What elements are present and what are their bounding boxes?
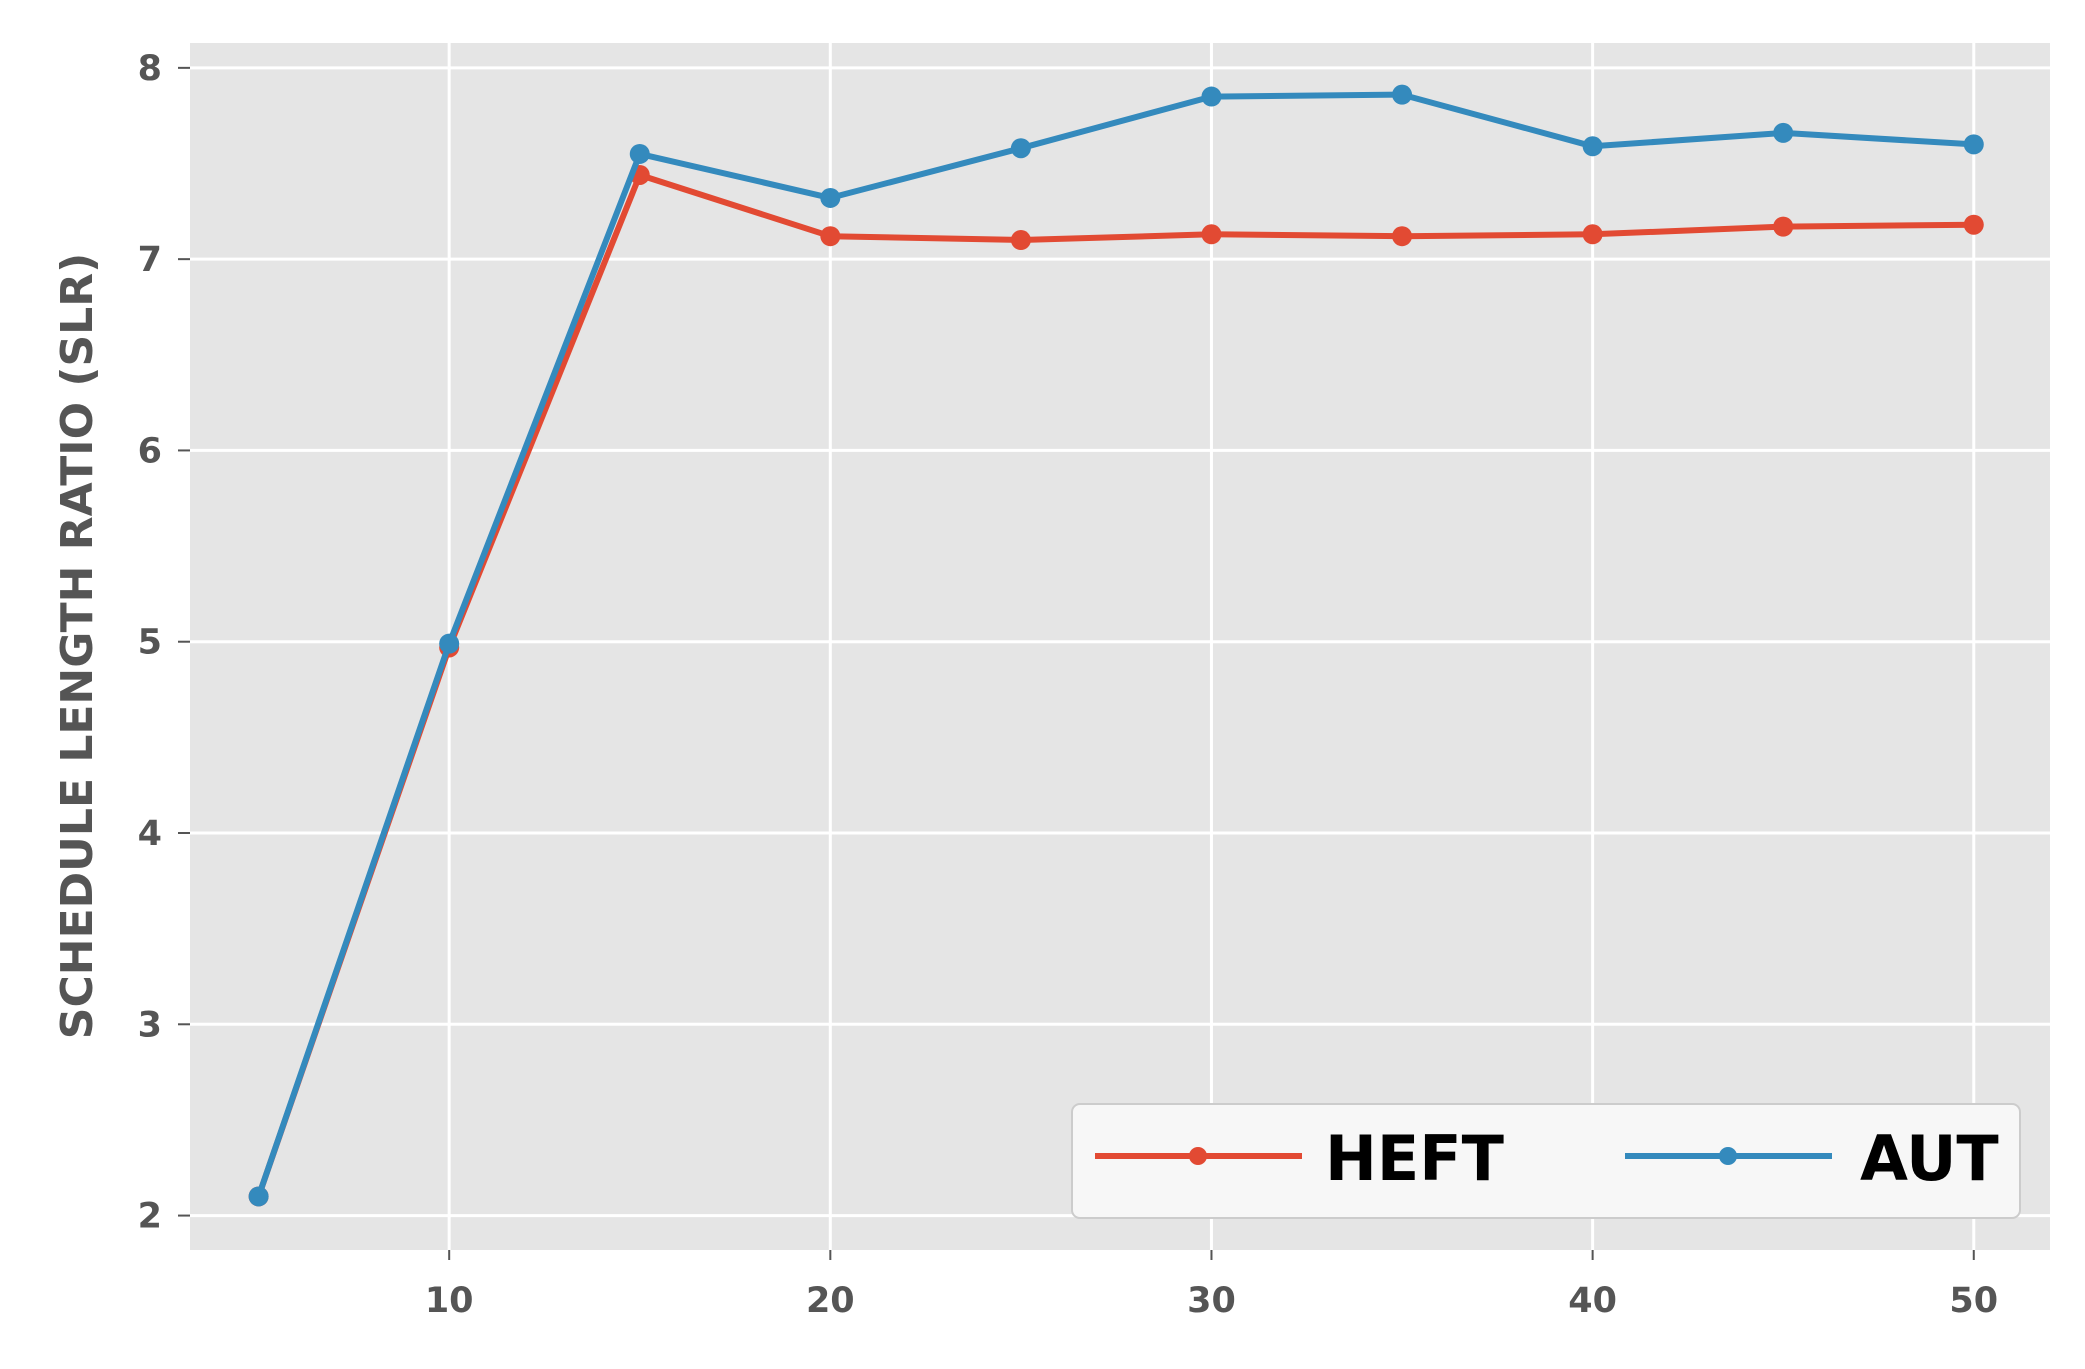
data-point-aut <box>1010 138 1031 159</box>
legend-entry-aut: AUT <box>1625 1122 1999 1195</box>
data-point-aut <box>248 1186 269 1207</box>
axis-ticks: 10 20 30 40 50 2 3 4 5 6 7 8 <box>138 49 1998 1321</box>
data-point-aut <box>1201 86 1222 107</box>
legend-marker-aut <box>1719 1147 1737 1165</box>
x-tick-label: 20 <box>806 1281 855 1321</box>
x-tick-label: 10 <box>425 1281 474 1321</box>
data-point-aut <box>1963 134 1984 155</box>
y-tick-label: 7 <box>138 240 162 280</box>
data-point-aut <box>1392 84 1413 105</box>
data-point-heft <box>1010 230 1031 251</box>
y-tick-label: 5 <box>138 623 162 663</box>
legend-label-aut: AUT <box>1860 1122 1999 1195</box>
data-point-aut <box>1773 122 1794 143</box>
data-point-heft <box>820 226 841 247</box>
data-point-heft <box>1773 216 1794 237</box>
data-point-aut <box>820 187 841 208</box>
data-point-heft <box>1201 224 1222 245</box>
series-layer <box>248 84 1984 1207</box>
y-tick-label: 4 <box>138 814 162 854</box>
legend-entry-heft: HEFT <box>1095 1122 1504 1195</box>
y-axis-label: SCHEDULE LENGTH RATIO (SLR) <box>52 253 103 1039</box>
series-line-heft <box>255 172 1977 1200</box>
legend: HEFT AUT <box>1071 1103 2021 1219</box>
data-point-aut <box>1582 136 1603 157</box>
data-point-heft <box>1392 226 1413 247</box>
series-aut <box>248 84 1984 1207</box>
data-point-heft <box>1582 224 1603 245</box>
y-tick-label: 2 <box>138 1197 162 1237</box>
y-tick-label: 8 <box>138 49 162 89</box>
x-tick-label: 50 <box>1949 1281 1998 1321</box>
plot-area <box>190 43 2050 1250</box>
series-line-aut <box>255 91 1977 1200</box>
x-tick-label: 30 <box>1187 1281 1236 1321</box>
y-tick-label: 3 <box>138 1005 162 1045</box>
legend-label-heft: HEFT <box>1325 1122 1504 1195</box>
y-tick-label: 6 <box>138 431 162 471</box>
data-point-aut <box>629 143 650 164</box>
legend-marker-heft <box>1189 1147 1207 1165</box>
x-tick-label: 40 <box>1568 1281 1617 1321</box>
legend-box <box>1071 1103 2021 1219</box>
data-point-heft <box>1963 214 1984 235</box>
data-point-aut <box>439 633 460 654</box>
